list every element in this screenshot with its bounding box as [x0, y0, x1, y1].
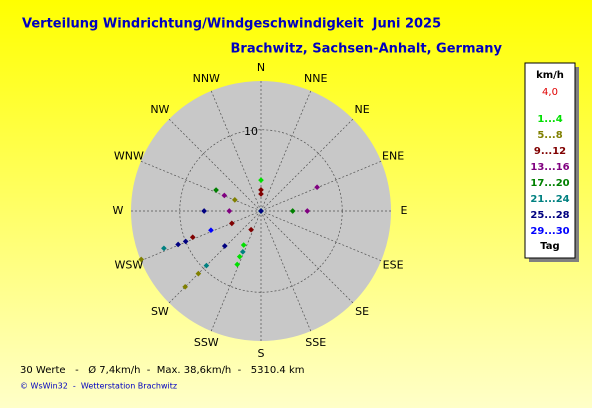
direction-label: W — [113, 204, 124, 217]
direction-label: NW — [150, 103, 169, 116]
direction-label: S — [258, 347, 265, 360]
point — [208, 227, 214, 234]
spoke — [260, 210, 354, 304]
point — [213, 187, 219, 193]
spoke — [260, 210, 312, 332]
direction-label: ENE — [382, 149, 404, 162]
point — [258, 208, 264, 214]
spoke — [140, 210, 262, 262]
point — [182, 238, 189, 245]
chart-title: Verteilung Windrichtung/Windgeschwindigk… — [22, 17, 441, 32]
point — [289, 208, 296, 214]
point — [248, 226, 254, 233]
credit: © WsWin32 - Wetterstation Brachwitz — [20, 382, 177, 391]
legend-current: 4,0 — [542, 87, 558, 98]
point — [231, 197, 238, 203]
point — [236, 253, 243, 260]
point — [138, 256, 145, 263]
grid-ring — [179, 129, 343, 293]
spoke — [260, 160, 382, 212]
spoke — [210, 90, 262, 212]
legend-unit: km/h — [536, 70, 564, 81]
spoke — [168, 118, 262, 212]
point — [201, 208, 207, 214]
point — [304, 208, 311, 214]
point — [229, 220, 235, 227]
spoke — [260, 210, 382, 262]
direction-label: WNW — [114, 149, 144, 162]
point — [195, 270, 202, 277]
direction-label: SE — [355, 305, 369, 318]
point — [182, 284, 188, 290]
r-tick-label: 10 — [244, 125, 258, 138]
legend-entry: 17...20 — [530, 178, 569, 189]
point — [258, 187, 264, 193]
point — [161, 245, 167, 252]
legend-entry: 9...12 — [534, 146, 566, 157]
point — [234, 261, 241, 268]
direction-label: ESE — [383, 259, 404, 272]
legend-entry: 1...4 — [537, 114, 562, 125]
point — [189, 234, 196, 241]
legend-entry: 5...8 — [537, 130, 562, 141]
spoke — [260, 90, 312, 212]
legend-entry: 13...16 — [530, 162, 569, 173]
point — [226, 208, 233, 214]
point — [258, 191, 264, 197]
legend-footer: Tag — [540, 241, 559, 252]
direction-label: N — [257, 61, 265, 74]
direction-label: NNW — [193, 72, 220, 85]
legend-entry: 25...28 — [530, 210, 569, 221]
point — [203, 262, 210, 269]
legend-box — [524, 62, 576, 259]
legend-entry: 21...24 — [530, 194, 569, 205]
direction-label: SW — [151, 305, 169, 318]
direction-label: SSW — [194, 336, 219, 349]
direction-label: WSW — [115, 259, 144, 272]
point — [239, 248, 246, 255]
point — [221, 243, 228, 249]
legend-entry: 29...30 — [530, 226, 569, 237]
point — [240, 242, 247, 248]
spoke — [210, 210, 262, 332]
point — [258, 177, 264, 183]
direction-label: SSE — [305, 336, 326, 349]
point — [221, 192, 228, 199]
point — [314, 184, 320, 191]
chart-subtitle: Brachwitz, Sachsen-Anhalt, Germany — [231, 42, 503, 57]
spoke — [140, 160, 262, 212]
spoke — [260, 118, 354, 212]
point — [175, 241, 181, 248]
summary: 30 Werte - Ø 7,4km/h - Max. 38,6km/h - 5… — [20, 364, 304, 376]
direction-label: NNE — [304, 72, 327, 85]
direction-label: NE — [355, 103, 370, 116]
direction-label: E — [401, 204, 408, 217]
